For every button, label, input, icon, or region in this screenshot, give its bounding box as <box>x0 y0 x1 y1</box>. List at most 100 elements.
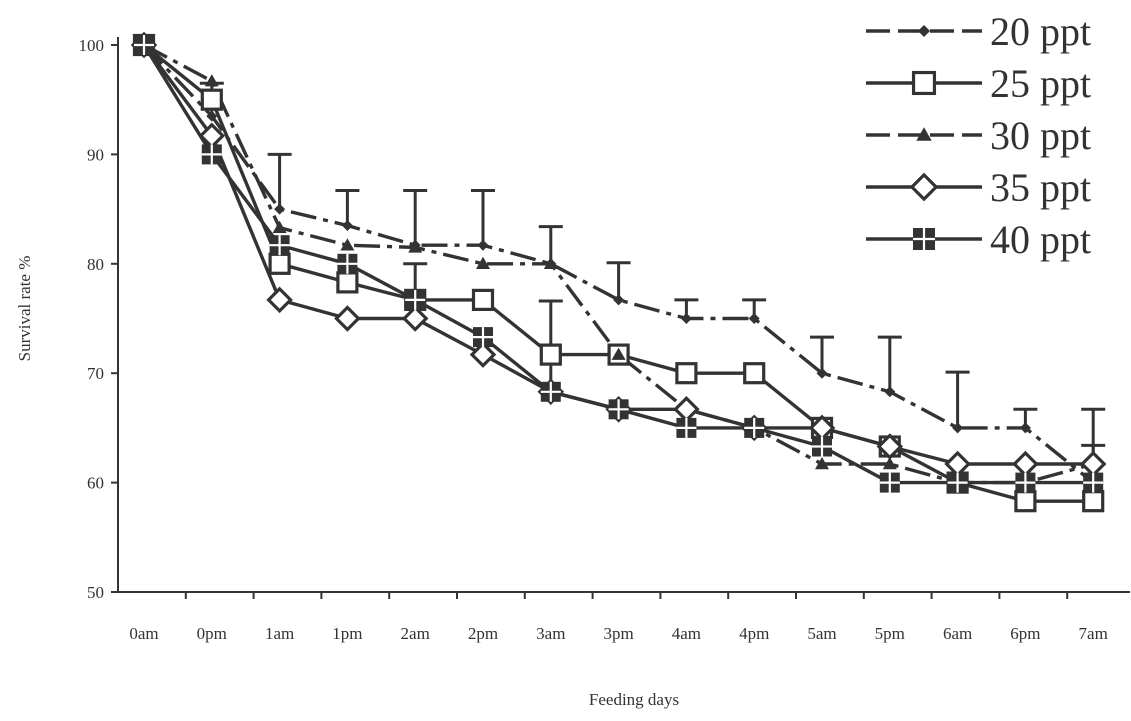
x-axis-title: Feeding days <box>589 690 679 709</box>
y-axis-ticks: 50 60 70 80 90 100 <box>79 36 118 602</box>
y-tick-label: 60 <box>87 474 104 493</box>
data-point-marker <box>134 35 154 55</box>
x-tick-label: 6am <box>943 624 972 643</box>
data-point-marker <box>269 235 290 256</box>
data-point-marker <box>477 239 489 251</box>
y-tick-label: 90 <box>87 145 104 164</box>
data-point-marker <box>608 399 629 420</box>
x-tick-label: 5pm <box>875 624 905 643</box>
data-point-marker <box>340 238 355 251</box>
data-point-marker <box>408 240 423 253</box>
data-point-marker <box>401 305 429 332</box>
y-axis-title: Survival rate % <box>15 256 34 362</box>
legend: 20 ppt 25 ppt 30 ppt 35 ppt 40 ppt <box>866 9 1091 262</box>
x-axis-ticks: 0am 0pm 1am 1pm 2am 2pm 3am 3pm 4am 4pm 5am 5pm 6am 6… <box>129 592 1108 643</box>
legend-marker <box>913 228 935 250</box>
legend-item: 25 ppt <box>866 61 1091 106</box>
data-point-marker <box>543 256 558 270</box>
data-point-marker <box>816 367 828 379</box>
x-tick-label: 3am <box>536 624 565 643</box>
data-point-marker <box>405 289 426 310</box>
data-point-marker <box>471 288 495 312</box>
x-tick-label: 0am <box>129 624 158 643</box>
data-point-marker <box>680 313 692 324</box>
legend-label: 25 ppt <box>990 61 1091 106</box>
data-point-marker <box>748 313 760 324</box>
y-tick-label: 70 <box>87 364 104 383</box>
data-point-marker <box>744 417 765 438</box>
data-point-marker <box>336 271 359 294</box>
x-tick-label: 1pm <box>332 624 362 643</box>
x-tick-label: 4pm <box>739 624 769 643</box>
data-point-marker <box>743 362 766 385</box>
data-point-marker <box>274 203 286 215</box>
x-tick-label: 6pm <box>1010 624 1040 643</box>
data-point-marker <box>204 74 219 87</box>
x-tick-label: 3pm <box>603 624 633 643</box>
legend-marker <box>909 172 939 202</box>
legend-item: 30 ppt <box>866 113 1091 158</box>
data-point-marker <box>540 381 561 402</box>
data-point-marker <box>876 433 904 460</box>
legend-marker <box>917 24 931 38</box>
data-point-marker <box>815 457 829 470</box>
data-point-marker <box>675 362 698 385</box>
error-bars <box>199 81 1106 483</box>
y-tick-label: 80 <box>87 255 104 274</box>
x-tick-label: 4am <box>672 624 701 643</box>
x-tick-label: 1am <box>265 624 294 643</box>
data-point-marker <box>476 256 490 270</box>
x-tick-label: 2pm <box>468 624 498 643</box>
legend-label: 40 ppt <box>990 217 1091 262</box>
data-point-marker <box>337 253 358 274</box>
data-point-marker <box>473 327 493 348</box>
data-point-marker <box>1083 472 1104 493</box>
data-point-marker <box>1015 472 1036 493</box>
legend-item: 35 ppt <box>866 165 1091 210</box>
data-point-marker <box>947 472 968 493</box>
data-point-marker <box>1014 490 1037 513</box>
data-point-marker <box>613 294 625 306</box>
legend-label: 20 ppt <box>990 9 1091 54</box>
data-point-marker <box>201 144 222 165</box>
legend-label: 30 ppt <box>990 113 1091 158</box>
series-markers <box>130 31 1107 513</box>
data-point-marker <box>268 252 291 275</box>
legend-marker <box>916 127 932 141</box>
legend-marker <box>911 70 937 96</box>
x-tick-label: 7am <box>1079 624 1108 643</box>
y-tick-label: 100 <box>79 36 105 55</box>
data-point-marker <box>1012 450 1039 478</box>
data-point-marker <box>676 417 697 438</box>
axes <box>117 37 1130 593</box>
legend-label: 35 ppt <box>990 165 1091 210</box>
data-point-marker <box>812 436 832 457</box>
data-point-marker <box>266 286 293 314</box>
series-line <box>143 43 1094 485</box>
legend-item: 20 ppt <box>866 9 1091 54</box>
y-tick-label: 50 <box>87 583 104 602</box>
x-tick-label: 2am <box>401 624 430 643</box>
data-point-marker <box>882 457 897 470</box>
data-point-marker <box>611 347 626 360</box>
data-point-marker <box>1079 450 1107 478</box>
data-point-marker <box>539 343 562 366</box>
data-point-marker <box>272 220 287 233</box>
x-tick-label: 0pm <box>197 624 227 643</box>
x-tick-label: 5am <box>807 624 836 643</box>
data-point-marker <box>341 220 353 232</box>
data-point-marker <box>200 88 223 111</box>
data-point-marker <box>1019 422 1031 434</box>
series-line <box>142 43 1095 484</box>
data-point-marker <box>673 396 700 423</box>
data-point-marker <box>879 472 900 493</box>
data-point-marker <box>1082 490 1105 513</box>
data-point-marker <box>334 305 361 332</box>
data-point-marker <box>952 422 964 434</box>
data-point-marker <box>469 341 497 368</box>
data-point-marker <box>884 386 896 398</box>
data-point-marker <box>206 110 218 122</box>
legend-item: 40 ppt <box>866 217 1091 262</box>
